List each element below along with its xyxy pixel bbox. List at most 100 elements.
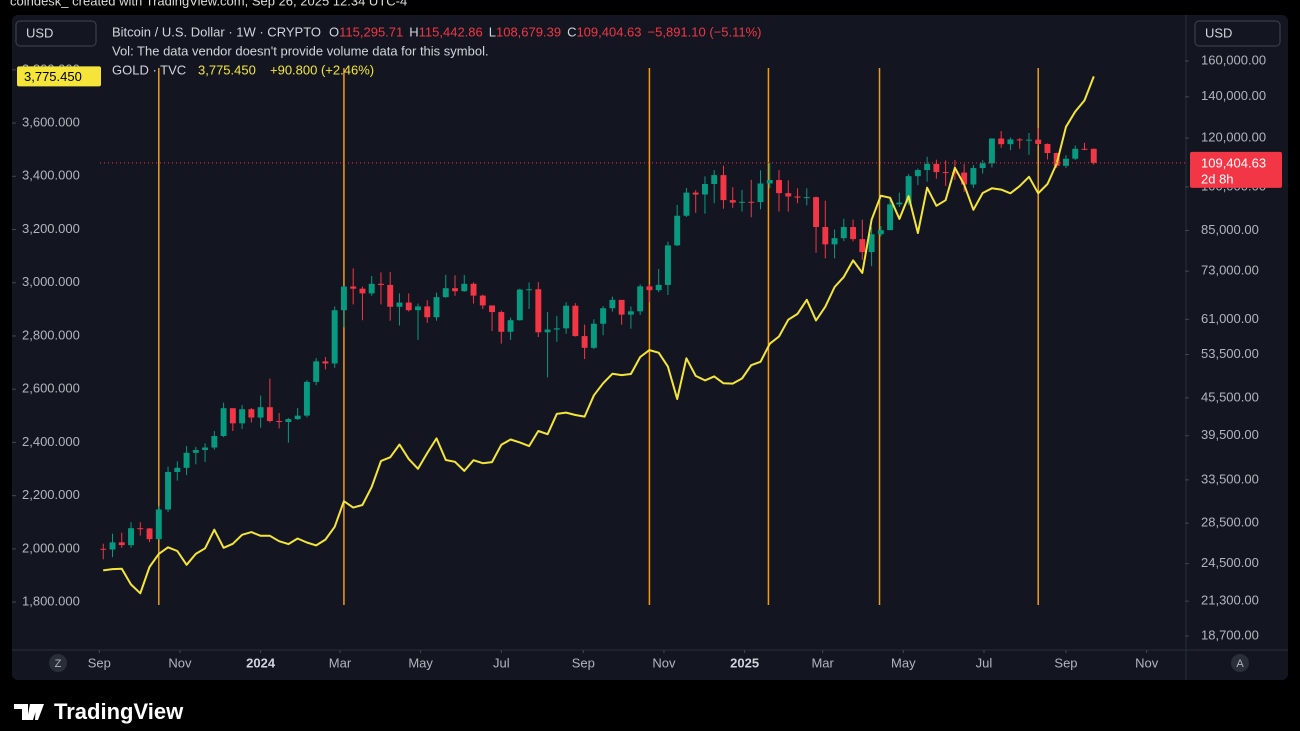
y2-tick-label: 73,000.00: [1201, 263, 1259, 278]
candle-body: [627, 311, 634, 315]
candle-body: [951, 172, 958, 174]
candle-body: [211, 436, 218, 448]
y-tick-label: 2,600.000: [22, 381, 80, 396]
candle-body: [720, 175, 727, 201]
x-tick-label: May: [891, 655, 916, 670]
candle-body: [118, 542, 125, 546]
candle-body: [776, 180, 782, 194]
x-tick-label: Nov: [1135, 655, 1159, 670]
candle-body: [609, 299, 616, 309]
x-tick-label: Jul: [976, 655, 993, 670]
x-tick-label: Sep: [1054, 655, 1077, 670]
candle-body: [590, 323, 597, 348]
candle-body: [294, 415, 301, 420]
candle-body: [461, 283, 468, 292]
candle-body: [1025, 139, 1032, 141]
candle-body: [489, 305, 496, 313]
candle-body: [674, 215, 681, 246]
candle-body: [202, 447, 209, 451]
gold-last-box: [17, 66, 101, 87]
y2-tick-label: 140,000.00: [1201, 88, 1266, 103]
candle-body: [1007, 139, 1014, 145]
candle-body: [313, 361, 320, 382]
x-tick-label: May: [408, 655, 433, 670]
y-tick-label: 3,400.000: [22, 168, 80, 183]
candle-body: [516, 289, 523, 321]
candle-body: [1016, 139, 1023, 141]
gold-last-label: 3,775.450: [24, 69, 82, 84]
candle-body: [174, 467, 181, 472]
candle-body: [748, 201, 755, 203]
candle-body: [887, 204, 894, 231]
ohlc-value: 115,442.86: [419, 24, 483, 39]
y2-tick-label: 18,700.00: [1201, 627, 1259, 642]
unit-button[interactable]: [15, 20, 97, 47]
candle-body: [137, 528, 144, 530]
candle-body: [868, 234, 875, 253]
y-tick-label: 2,800.000: [22, 327, 80, 342]
candle-body: [1044, 143, 1051, 154]
candle-body: [822, 227, 829, 245]
unit-button[interactable]: [1194, 20, 1281, 47]
scale-button-label[interactable]: Z: [55, 658, 62, 670]
candle-body: [405, 302, 412, 311]
last-price-label: 109,404.63: [1201, 155, 1266, 170]
candle-body: [220, 408, 227, 437]
candle-body: [377, 283, 384, 285]
candle-body: [859, 239, 866, 253]
candle-body: [711, 175, 718, 184]
candle-body: [739, 201, 745, 203]
candle-body: [785, 193, 792, 197]
candle-body: [535, 289, 542, 333]
candle-body: [933, 163, 940, 173]
candle-body: [544, 329, 551, 333]
candle-body: [424, 306, 431, 318]
ohlc-value: 115,295.71: [339, 24, 403, 39]
candle-body: [507, 320, 514, 332]
y-tick-label: 3,600.000: [22, 114, 80, 129]
y2-tick-label: 120,000.00: [1201, 130, 1266, 145]
candle-body: [368, 283, 375, 294]
candle-body: [803, 197, 810, 199]
candle-body: [961, 172, 968, 185]
x-tick-label: Jul: [493, 655, 510, 670]
candle-body: [229, 408, 236, 424]
candle-body: [1072, 148, 1079, 159]
y-tick-label: 3,000.000: [22, 274, 80, 289]
scale-button[interactable]: [49, 654, 67, 672]
y-tick-label: 1,800.000: [22, 594, 80, 609]
legend-gold: GOLD · TVC: [112, 62, 186, 77]
candle-body: [572, 305, 579, 337]
candle-body: [646, 286, 653, 291]
candle-body: [914, 170, 921, 177]
candle-body: [757, 183, 764, 203]
candle-body: [266, 407, 273, 422]
candle-body: [692, 192, 699, 195]
scale-button-label[interactable]: A: [1236, 658, 1244, 670]
candle-body: [183, 452, 190, 468]
candle-body: [415, 306, 421, 311]
ohlc-key: L: [489, 24, 496, 39]
y2-tick-label: 39,500.00: [1201, 427, 1259, 442]
plot: Sep Nov 2024 Mar May Jul Sep Nov 2025 Mar May Jul Se…: [12, 52, 1266, 670]
y-tick-label: 3,200.000: [22, 221, 80, 236]
ohlc-key: C: [567, 24, 576, 39]
candle-body: [155, 509, 162, 540]
candle-body: [303, 381, 310, 416]
candle-body: [637, 286, 644, 312]
candle-body: [831, 238, 838, 245]
scale-button[interactable]: [1231, 654, 1249, 672]
x-tick-label: Sep: [88, 655, 111, 670]
candle-body: [664, 245, 671, 285]
candle-body: [498, 312, 505, 332]
ohlc-legend: O 115,295.71 H 115,442.86 L 108,679.39 C 109,40…: [329, 24, 761, 39]
candle-body: [1090, 148, 1097, 163]
candle-body: [128, 528, 134, 546]
gold-last: 3,775.450: [198, 62, 256, 77]
volume-note: Vol: The data vendor doesn't provide vol…: [112, 43, 489, 58]
left-unit[interactable]: USD: [26, 25, 53, 40]
candle-body: [998, 138, 1005, 145]
right-unit[interactable]: USD: [1205, 25, 1232, 40]
